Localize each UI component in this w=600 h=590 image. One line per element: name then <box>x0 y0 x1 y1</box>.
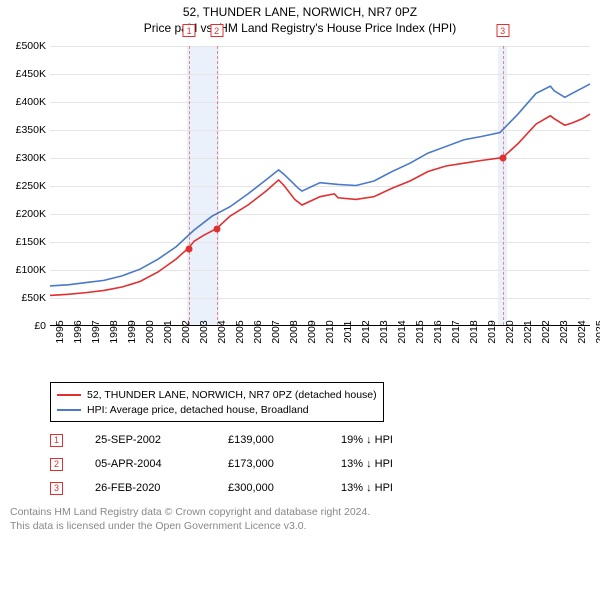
sale-marker-line <box>503 46 504 325</box>
sale-row: 2 05-APR-2004 £173,000 13% ↓ HPI <box>50 452 590 476</box>
x-tick-label: 2023 <box>558 321 570 344</box>
x-tick-label: 2007 <box>270 321 282 344</box>
legend-label: 52, THUNDER LANE, NORWICH, NR7 0PZ (deta… <box>87 389 377 401</box>
y-tick-label: £350K <box>0 124 46 136</box>
y-tick-label: £500K <box>0 40 46 52</box>
y-tick-label: £100K <box>0 264 46 276</box>
series-property <box>50 114 590 295</box>
x-tick-label: 1999 <box>126 321 138 344</box>
y-tick-label: £400K <box>0 96 46 108</box>
x-tick-label: 1998 <box>108 321 120 344</box>
sale-date: 05-APR-2004 <box>95 458 210 470</box>
x-tick-label: 2024 <box>576 321 588 344</box>
y-tick-label: £200K <box>0 208 46 220</box>
x-tick-label: 2000 <box>144 321 156 344</box>
x-tick-label: 2004 <box>216 321 228 344</box>
x-tick-label: 1995 <box>54 321 66 344</box>
sale-hpi-delta: 13% ↓ HPI <box>341 482 451 494</box>
sale-number-badge: 2 <box>50 458 63 471</box>
x-tick-label: 2008 <box>288 321 300 344</box>
x-tick-label: 2020 <box>504 321 516 344</box>
x-tick-label: 1996 <box>72 321 84 344</box>
legend-item: HPI: Average price, detached house, Broa… <box>57 402 377 417</box>
legend-item: 52, THUNDER LANE, NORWICH, NR7 0PZ (deta… <box>57 387 377 402</box>
title-line-1: 52, THUNDER LANE, NORWICH, NR7 0PZ <box>0 4 600 20</box>
legend: 52, THUNDER LANE, NORWICH, NR7 0PZ (deta… <box>50 382 384 422</box>
sale-price: £300,000 <box>228 482 323 494</box>
x-tick-label: 2001 <box>162 321 174 344</box>
sale-number-badge: 1 <box>50 434 63 447</box>
sale-row: 3 26-FEB-2020 £300,000 13% ↓ HPI <box>50 476 590 500</box>
x-tick-label: 2018 <box>468 321 480 344</box>
x-tick-label: 2014 <box>396 321 408 344</box>
x-tick-label: 2019 <box>486 321 498 344</box>
x-tick-label: 2013 <box>378 321 390 344</box>
line-series-svg <box>50 46 590 325</box>
sale-date: 26-FEB-2020 <box>95 482 210 494</box>
sale-row: 1 25-SEP-2002 £139,000 19% ↓ HPI <box>50 428 590 452</box>
plot-region: 123 <box>50 46 590 326</box>
sale-hpi-delta: 13% ↓ HPI <box>341 458 451 470</box>
sale-marker-line <box>217 46 218 325</box>
sale-hpi-delta: 19% ↓ HPI <box>341 434 451 446</box>
x-tick-label: 2017 <box>450 321 462 344</box>
x-tick-label: 1997 <box>90 321 102 344</box>
y-tick-label: £0 <box>0 320 46 332</box>
attribution-line-2: This data is licensed under the Open Gov… <box>10 520 590 534</box>
x-tick-label: 2009 <box>306 321 318 344</box>
y-tick-label: £250K <box>0 180 46 192</box>
sale-marker-dot <box>499 155 506 162</box>
legend-swatch <box>57 394 81 396</box>
y-tick-label: £50K <box>0 292 46 304</box>
sale-marker-badge: 2 <box>210 24 223 37</box>
sale-marker-dot <box>186 245 193 252</box>
attribution-line-1: Contains HM Land Registry data © Crown c… <box>10 506 590 520</box>
legend-swatch <box>57 409 81 411</box>
x-tick-label: 2002 <box>180 321 192 344</box>
sale-number-badge: 3 <box>50 482 63 495</box>
x-tick-label: 2015 <box>414 321 426 344</box>
x-tick-label: 2025 <box>594 321 600 344</box>
x-tick-label: 2012 <box>360 321 372 344</box>
x-tick-label: 2010 <box>324 321 336 344</box>
sale-price: £173,000 <box>228 458 323 470</box>
sale-marker-badge: 1 <box>183 24 196 37</box>
y-tick-label: £450K <box>0 68 46 80</box>
x-tick-label: 2016 <box>432 321 444 344</box>
x-tick-label: 2011 <box>342 321 354 344</box>
sales-table: 1 25-SEP-2002 £139,000 19% ↓ HPI 2 05-APR-200… <box>50 428 590 500</box>
sale-marker-badge: 3 <box>496 24 509 37</box>
x-tick-label: 2021 <box>522 321 534 344</box>
sale-marker-dot <box>213 226 220 233</box>
title-line-2: Price paid vs. HM Land Registry's House … <box>0 20 600 36</box>
chart-area: 123 £0 £50K £100K £150K £200K £250K £300K £350K… <box>0 40 600 380</box>
y-tick-label: £300K <box>0 152 46 164</box>
x-tick-label: 2006 <box>252 321 264 344</box>
attribution: Contains HM Land Registry data © Crown c… <box>10 506 590 533</box>
x-tick-label: 2005 <box>234 321 246 344</box>
y-tick-label: £150K <box>0 236 46 248</box>
x-tick-label: 2022 <box>540 321 552 344</box>
sale-marker-line <box>189 46 190 325</box>
series-hpi <box>50 84 590 286</box>
legend-label: HPI: Average price, detached house, Broa… <box>87 404 309 416</box>
chart-title-block: 52, THUNDER LANE, NORWICH, NR7 0PZ Price… <box>0 4 600 36</box>
x-tick-label: 2003 <box>198 321 210 344</box>
sale-date: 25-SEP-2002 <box>95 434 210 446</box>
sale-price: £139,000 <box>228 434 323 446</box>
